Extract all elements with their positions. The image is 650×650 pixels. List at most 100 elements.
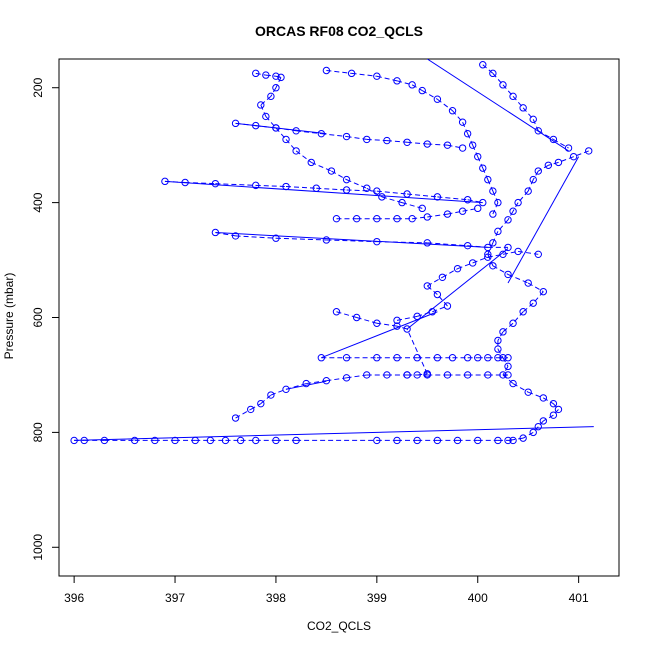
x-tick-label: 400 — [468, 591, 488, 605]
data-point — [554, 405, 563, 414]
data-point — [489, 187, 497, 195]
series-line — [502, 322, 514, 333]
series-line — [522, 107, 534, 120]
data-point — [221, 436, 230, 445]
y-tick-label: 800 — [31, 422, 45, 442]
series-line — [275, 127, 287, 140]
y-tick-label: 400 — [31, 192, 45, 212]
data-point — [393, 436, 401, 445]
data-point — [383, 136, 391, 145]
data-point — [433, 290, 442, 299]
connector-line — [507, 156, 580, 284]
data-point — [433, 354, 442, 362]
series-line — [447, 144, 463, 149]
data-point — [504, 371, 512, 379]
series-line — [437, 196, 468, 201]
series-line — [553, 409, 559, 416]
data-point — [514, 247, 522, 256]
series-line — [487, 242, 494, 255]
data-point — [231, 119, 240, 128]
data-point — [393, 316, 401, 325]
series-line — [527, 282, 544, 293]
series-line — [376, 241, 428, 244]
data-point — [211, 179, 220, 188]
series-line — [492, 73, 504, 86]
series-line — [260, 394, 272, 405]
series-line — [502, 250, 519, 255]
data-point — [206, 436, 215, 445]
data-point — [302, 379, 310, 388]
data-point — [494, 345, 502, 353]
x-tick-label: 397 — [165, 591, 185, 605]
data-point — [267, 391, 275, 399]
data-point — [342, 374, 351, 382]
data-point — [408, 214, 416, 223]
series-line — [543, 414, 554, 422]
series-line — [275, 237, 327, 241]
data-point — [403, 190, 411, 198]
data-point — [80, 436, 88, 445]
data-point — [413, 312, 421, 321]
data-point — [292, 127, 300, 135]
data-point — [519, 104, 527, 112]
data-point — [317, 354, 326, 362]
connector-line — [406, 248, 509, 330]
data-point — [554, 158, 563, 167]
data-point — [211, 228, 220, 237]
series-line — [502, 374, 514, 384]
data-point — [484, 354, 492, 362]
data-point — [474, 204, 482, 213]
series-line — [235, 235, 276, 239]
data-point — [342, 186, 351, 194]
data-point — [423, 239, 431, 247]
data-point — [489, 210, 497, 218]
data-point — [504, 270, 512, 279]
x-tick-label: 398 — [266, 591, 286, 605]
data-point — [252, 69, 260, 78]
series-line — [421, 90, 438, 100]
series-line — [447, 210, 463, 215]
series-line — [507, 210, 514, 221]
data-point — [463, 129, 472, 138]
series-line — [326, 69, 352, 74]
series-line — [432, 305, 448, 313]
data-point — [272, 124, 280, 132]
series-line — [376, 190, 408, 195]
x-tick-label: 396 — [64, 591, 84, 605]
series-line — [260, 95, 272, 106]
series-line — [270, 87, 277, 97]
data-point — [236, 436, 245, 445]
x-tick-label: 399 — [367, 591, 387, 605]
connector-line — [74, 426, 594, 441]
data-point — [494, 436, 502, 445]
data-point — [332, 308, 341, 316]
data-point — [403, 371, 411, 379]
data-point — [504, 436, 512, 445]
data-point — [453, 436, 462, 445]
data-point — [262, 71, 270, 79]
x-tick-label: 401 — [569, 591, 589, 605]
data-point — [463, 241, 472, 250]
series-line — [275, 77, 282, 88]
data-point — [267, 92, 275, 101]
data-point — [252, 121, 260, 130]
series-line — [472, 144, 479, 157]
data-point — [272, 234, 280, 242]
data-point — [352, 313, 361, 322]
data-point — [458, 118, 467, 126]
data-point — [70, 436, 78, 445]
chart-title: ORCAS RF08 CO2_QCLS — [255, 23, 423, 39]
data-point — [231, 414, 240, 422]
series-line — [407, 193, 438, 198]
data-point — [433, 193, 442, 201]
data-point — [438, 273, 447, 281]
series-line — [426, 285, 438, 295]
series-line — [528, 391, 544, 399]
data-point — [191, 436, 199, 445]
data-point — [479, 164, 487, 172]
series-line — [532, 119, 539, 132]
data-point — [262, 112, 270, 121]
series-line — [296, 130, 322, 135]
data-point — [534, 127, 542, 135]
series-line — [548, 161, 559, 166]
